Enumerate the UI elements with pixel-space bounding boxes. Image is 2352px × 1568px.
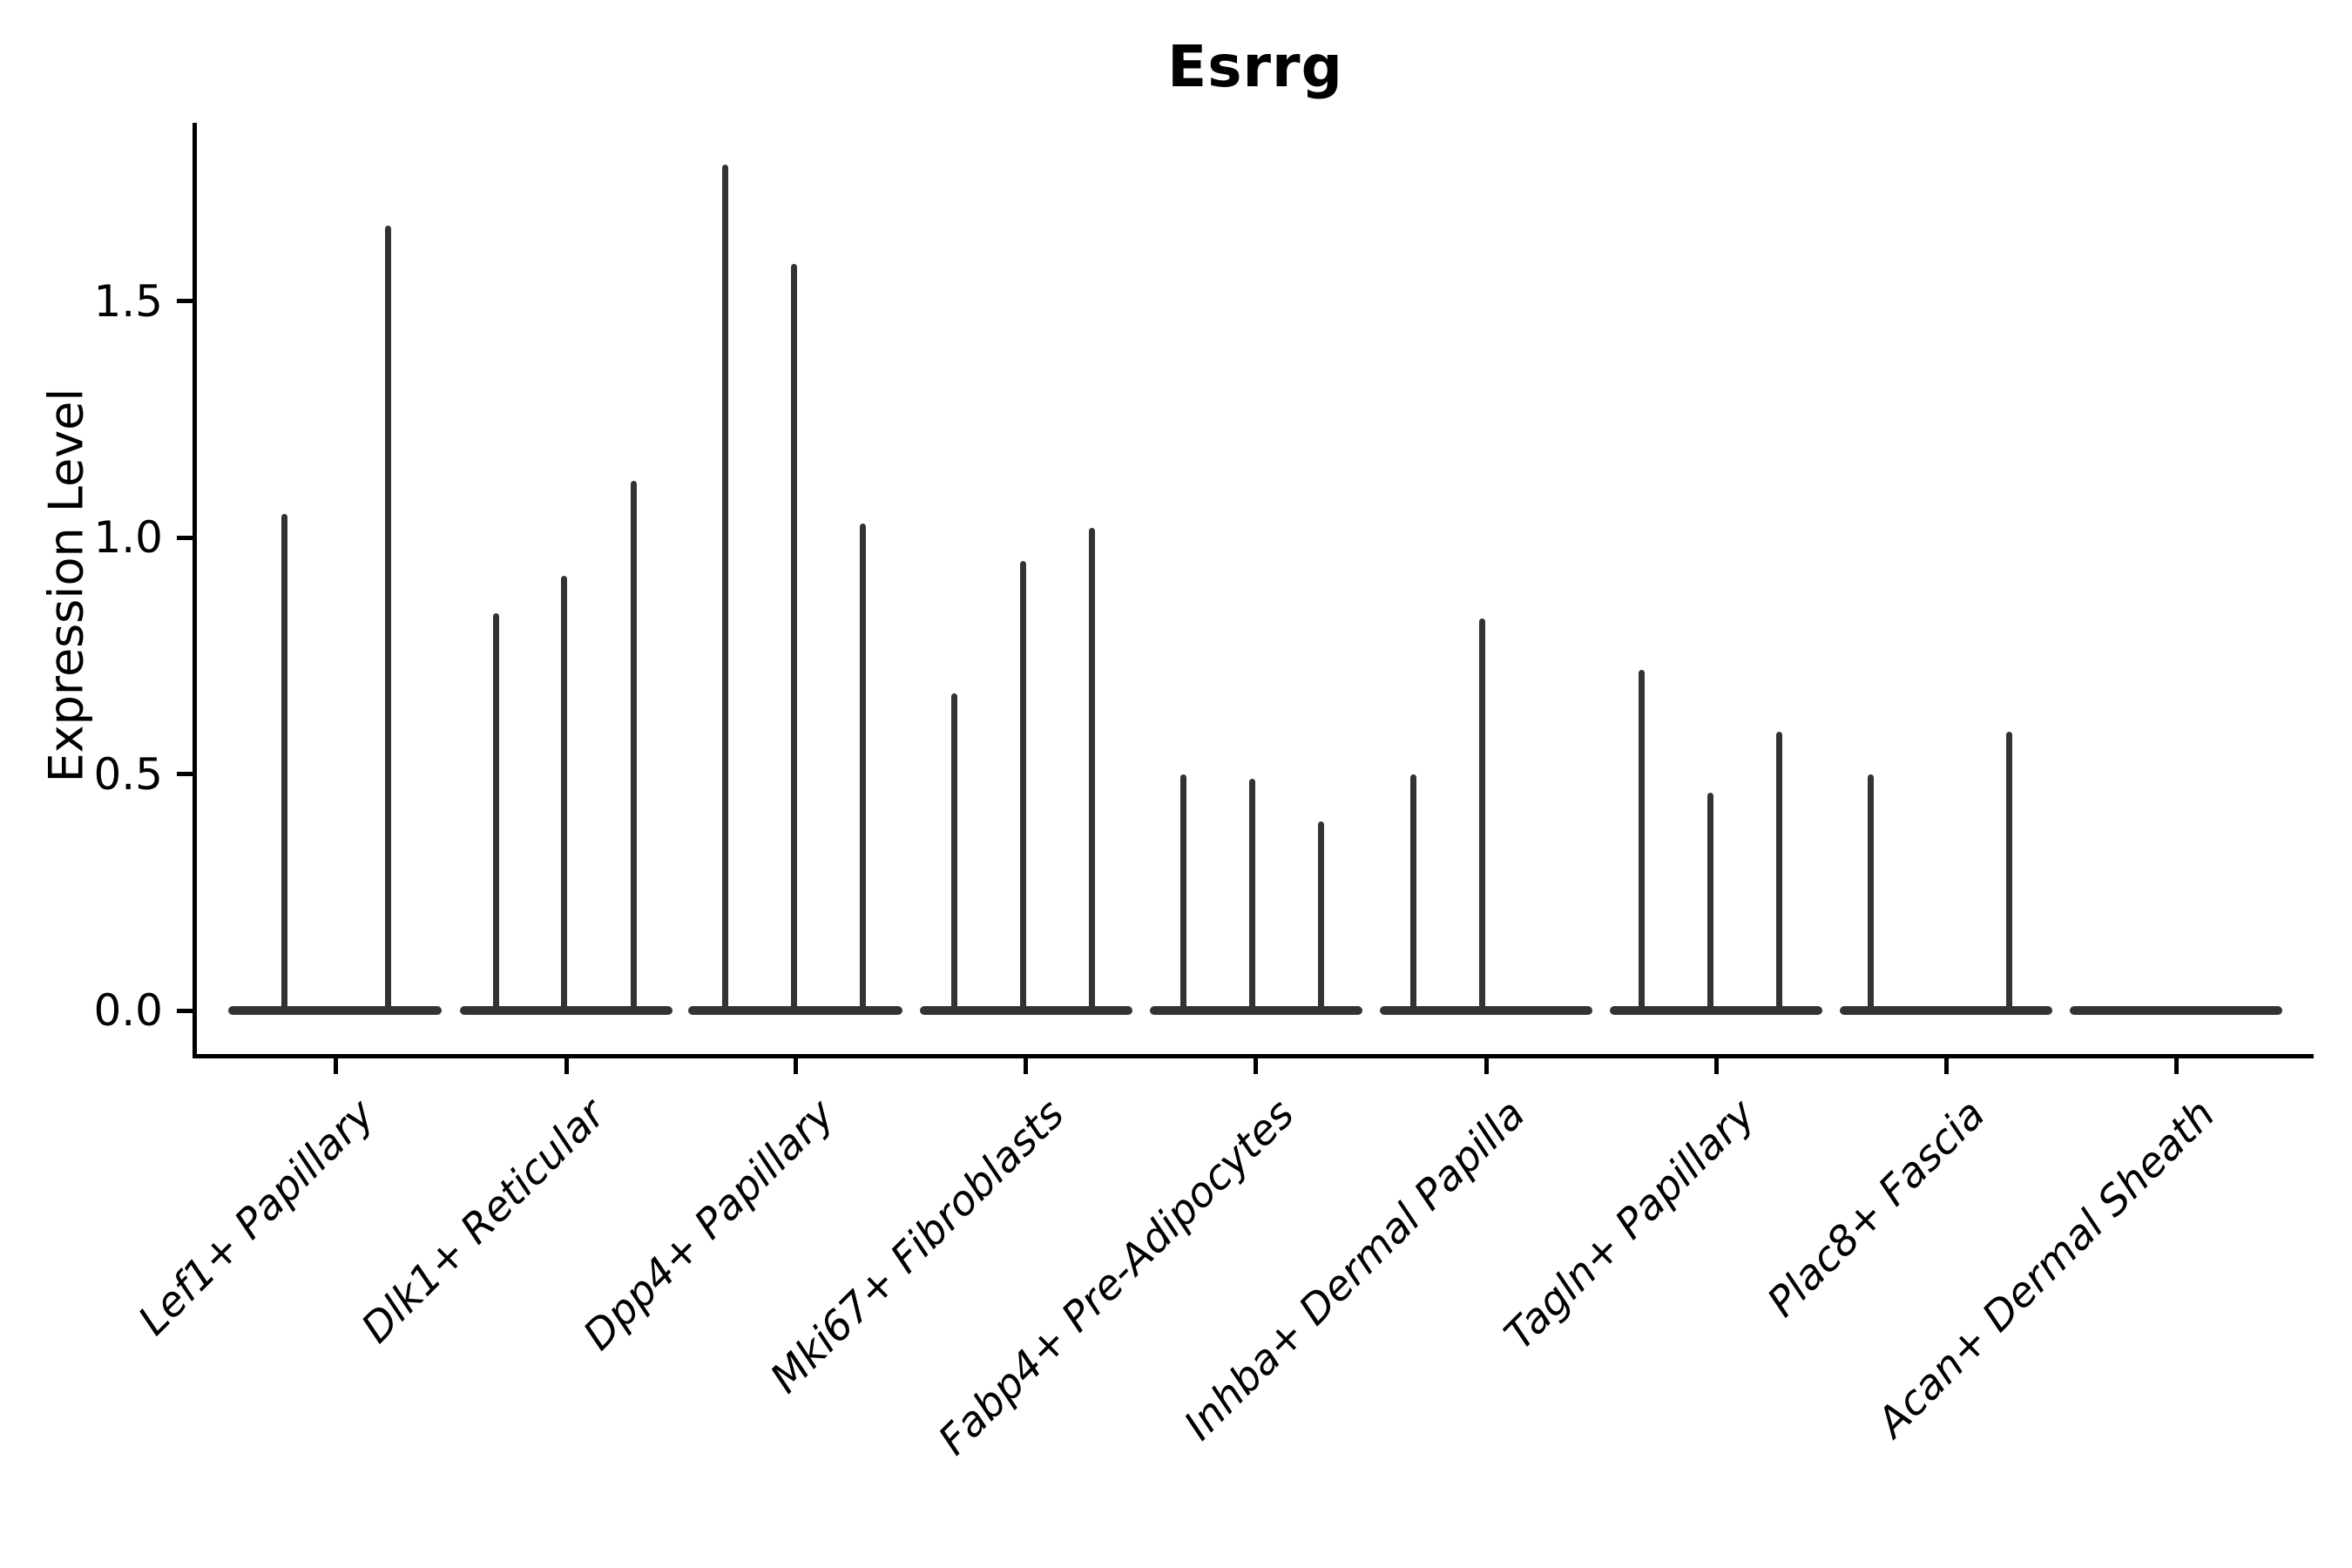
x-tick-mark bbox=[1943, 1058, 1949, 1074]
y-tick-label: 0.5 bbox=[93, 748, 163, 800]
violin-baseline bbox=[688, 1006, 902, 1015]
x-tick-mark bbox=[564, 1058, 569, 1074]
violin-spike bbox=[790, 263, 797, 1010]
chart-title: Esrrg bbox=[1167, 33, 1343, 100]
x-axis-spine bbox=[193, 1054, 2314, 1058]
x-tick-label: Inhba+ Dermal Papilla bbox=[1174, 1090, 1535, 1450]
y-axis-label: Expression Level bbox=[38, 388, 94, 783]
violin-spike bbox=[1478, 618, 1485, 1010]
violin-spike bbox=[1707, 793, 1713, 1010]
y-axis-spine bbox=[193, 123, 197, 1058]
y-tick-mark bbox=[177, 299, 193, 304]
x-tick-label: Mki67+ Fibroblasts bbox=[760, 1090, 1074, 1403]
violin-spike bbox=[1088, 528, 1095, 1010]
violin-baseline bbox=[1380, 1006, 1592, 1015]
violin-baseline bbox=[1610, 1006, 1822, 1015]
x-tick-mark bbox=[1023, 1058, 1028, 1074]
violin-spike bbox=[1248, 779, 1255, 1010]
violin-spike bbox=[560, 575, 567, 1010]
violin-spike bbox=[630, 481, 637, 1010]
violin-spike bbox=[1317, 821, 1324, 1010]
violin-spike bbox=[1638, 670, 1645, 1010]
violin-spike bbox=[1179, 774, 1186, 1010]
violin-spike bbox=[280, 514, 287, 1010]
x-tick-mark bbox=[333, 1058, 338, 1074]
x-tick-label: Tagln+ Papillary bbox=[1495, 1090, 1765, 1360]
violin-baseline bbox=[460, 1006, 672, 1015]
violin-baseline bbox=[1840, 1006, 2052, 1015]
y-tick-mark bbox=[177, 535, 193, 540]
violin-baseline bbox=[2070, 1006, 2282, 1015]
x-tick-mark bbox=[1713, 1058, 1719, 1074]
x-tick-mark bbox=[1253, 1058, 1258, 1074]
violin-spike bbox=[2005, 731, 2012, 1010]
violin-spike bbox=[859, 524, 866, 1010]
violin-baseline bbox=[228, 1006, 442, 1015]
violin-baseline bbox=[1150, 1006, 1362, 1015]
y-tick-label: 0.0 bbox=[93, 985, 163, 1036]
y-tick-mark bbox=[177, 772, 193, 777]
x-tick-label: Dlk1+ Reticular bbox=[352, 1090, 615, 1353]
violin-spike bbox=[1867, 774, 1874, 1010]
y-tick-mark bbox=[177, 1008, 193, 1013]
x-tick-label: Acan+ Dermal Sheath bbox=[1868, 1090, 2225, 1447]
x-tick-mark bbox=[1484, 1058, 1489, 1074]
x-tick-mark bbox=[2173, 1058, 2179, 1074]
violin-spike bbox=[1775, 731, 1782, 1010]
x-tick-label: Dpp4+ Papillary bbox=[574, 1090, 844, 1360]
y-tick-label: 1.0 bbox=[93, 512, 163, 564]
violin-baseline bbox=[920, 1006, 1132, 1015]
violin-spike bbox=[492, 613, 499, 1010]
violin-spike bbox=[1409, 774, 1416, 1010]
y-tick-label: 1.5 bbox=[93, 275, 163, 327]
x-tick-label: Fabp4+ Pre-Adipocytes bbox=[929, 1090, 1304, 1465]
x-tick-mark bbox=[793, 1058, 798, 1074]
violin-spike bbox=[950, 693, 957, 1010]
violin-spike bbox=[721, 164, 728, 1010]
violin-spike bbox=[384, 226, 391, 1010]
x-tick-label: Plac8+ Fascia bbox=[1758, 1090, 1995, 1327]
violin-spike bbox=[1019, 561, 1026, 1010]
